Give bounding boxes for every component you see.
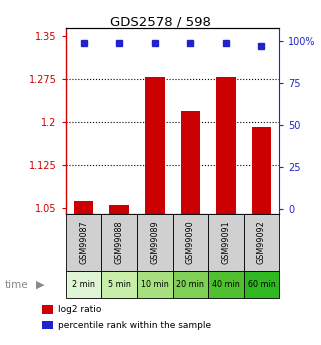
Bar: [252, 127, 271, 214]
Text: GSM99087: GSM99087: [79, 220, 88, 264]
Text: GSM99088: GSM99088: [115, 220, 124, 264]
Text: log2 ratio: log2 ratio: [58, 305, 101, 314]
Text: ▶: ▶: [36, 280, 44, 289]
Text: GSM99090: GSM99090: [186, 220, 195, 264]
Text: GSM99091: GSM99091: [221, 220, 230, 264]
Text: 60 min: 60 min: [247, 280, 275, 289]
Bar: [101, 271, 137, 298]
Text: 20 min: 20 min: [176, 280, 204, 289]
Bar: [172, 271, 208, 298]
Text: GSM99089: GSM99089: [150, 220, 159, 264]
Text: GDS2578 / 598: GDS2578 / 598: [110, 16, 211, 29]
Bar: [180, 111, 200, 214]
Bar: [109, 205, 129, 214]
Bar: [208, 214, 244, 271]
Text: 10 min: 10 min: [141, 280, 169, 289]
Text: 40 min: 40 min: [212, 280, 240, 289]
Text: 2 min: 2 min: [72, 280, 95, 289]
Bar: [172, 214, 208, 271]
Bar: [66, 271, 101, 298]
Bar: [137, 271, 172, 298]
Bar: [145, 78, 165, 214]
Bar: [66, 214, 101, 271]
Bar: [244, 214, 279, 271]
Text: percentile rank within the sample: percentile rank within the sample: [58, 321, 211, 330]
Bar: [74, 201, 93, 214]
Bar: [216, 78, 236, 214]
Text: time: time: [5, 280, 29, 289]
Text: GSM99092: GSM99092: [257, 220, 266, 264]
Bar: [244, 271, 279, 298]
Bar: [101, 214, 137, 271]
Bar: [208, 271, 244, 298]
Bar: [137, 214, 172, 271]
Text: 5 min: 5 min: [108, 280, 131, 289]
